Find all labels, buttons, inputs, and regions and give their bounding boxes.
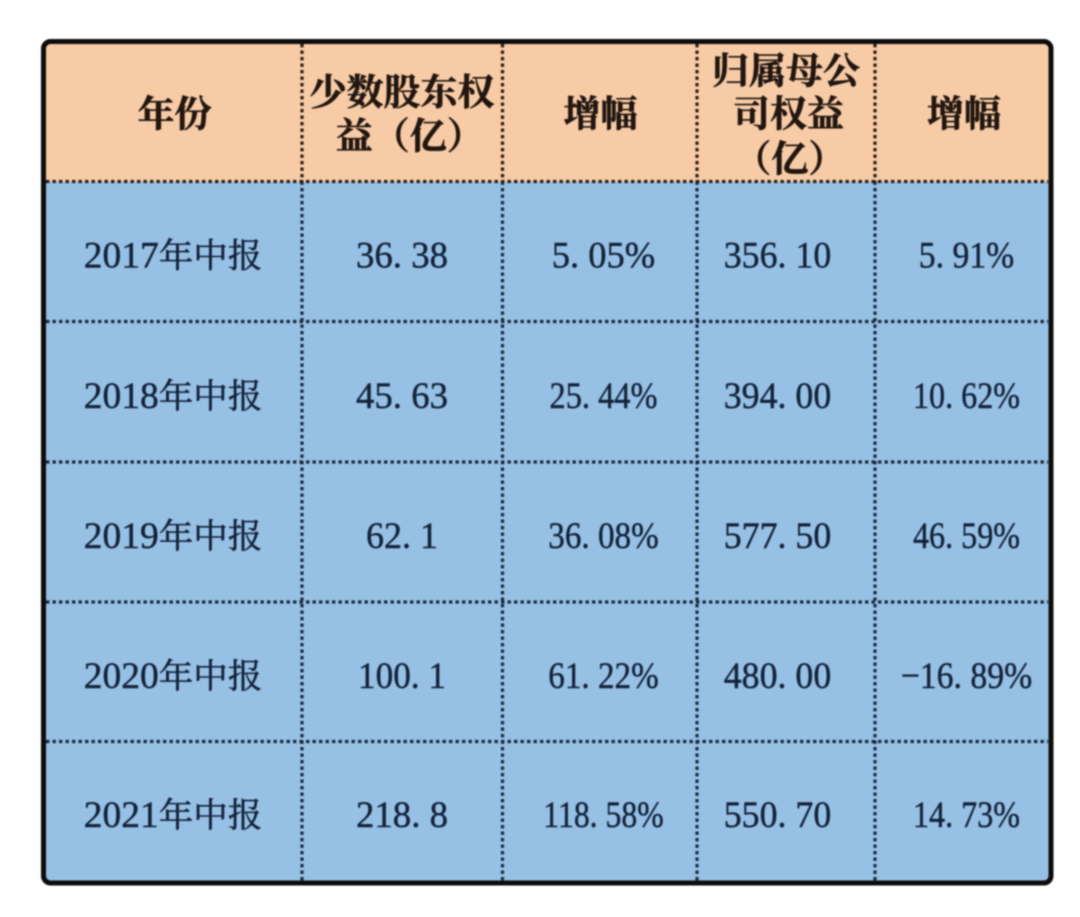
svg-text:218. 8: 218. 8 [356,795,448,836]
svg-text:36. 08%: 36. 08% [548,516,659,557]
svg-text:61. 22%: 61. 22% [548,656,659,697]
svg-text:36. 38: 36. 38 [356,236,448,277]
svg-text:25. 44%: 25. 44% [550,376,658,417]
svg-text:2018: 2018 [84,376,159,417]
svg-text:2020: 2020 [84,656,159,697]
svg-text:2021: 2021 [84,795,159,836]
svg-text:62. 1: 62. 1 [366,516,438,557]
svg-text:550. 70: 550. 70 [724,795,832,836]
svg-text:394. 00: 394. 00 [724,376,832,417]
svg-text:100. 1: 100. 1 [358,656,446,697]
svg-text:45. 63: 45. 63 [356,376,448,417]
svg-text:14. 73%: 14. 73% [913,795,1020,836]
svg-text:118. 58%: 118. 58% [543,795,664,836]
svg-text:480. 00: 480. 00 [724,656,832,697]
svg-text:5. 05%: 5. 05% [552,236,656,277]
svg-text:5. 91%: 5. 91% [919,236,1015,277]
svg-text:10. 62%: 10. 62% [913,376,1020,417]
svg-text:577. 50: 577. 50 [724,516,832,557]
svg-text:2019: 2019 [84,516,159,557]
svg-text:−16. 89%: −16. 89% [901,656,1033,697]
svg-text:2017: 2017 [84,236,159,277]
svg-text:356. 10: 356. 10 [724,236,832,277]
svg-text:46. 59%: 46. 59% [913,516,1020,557]
